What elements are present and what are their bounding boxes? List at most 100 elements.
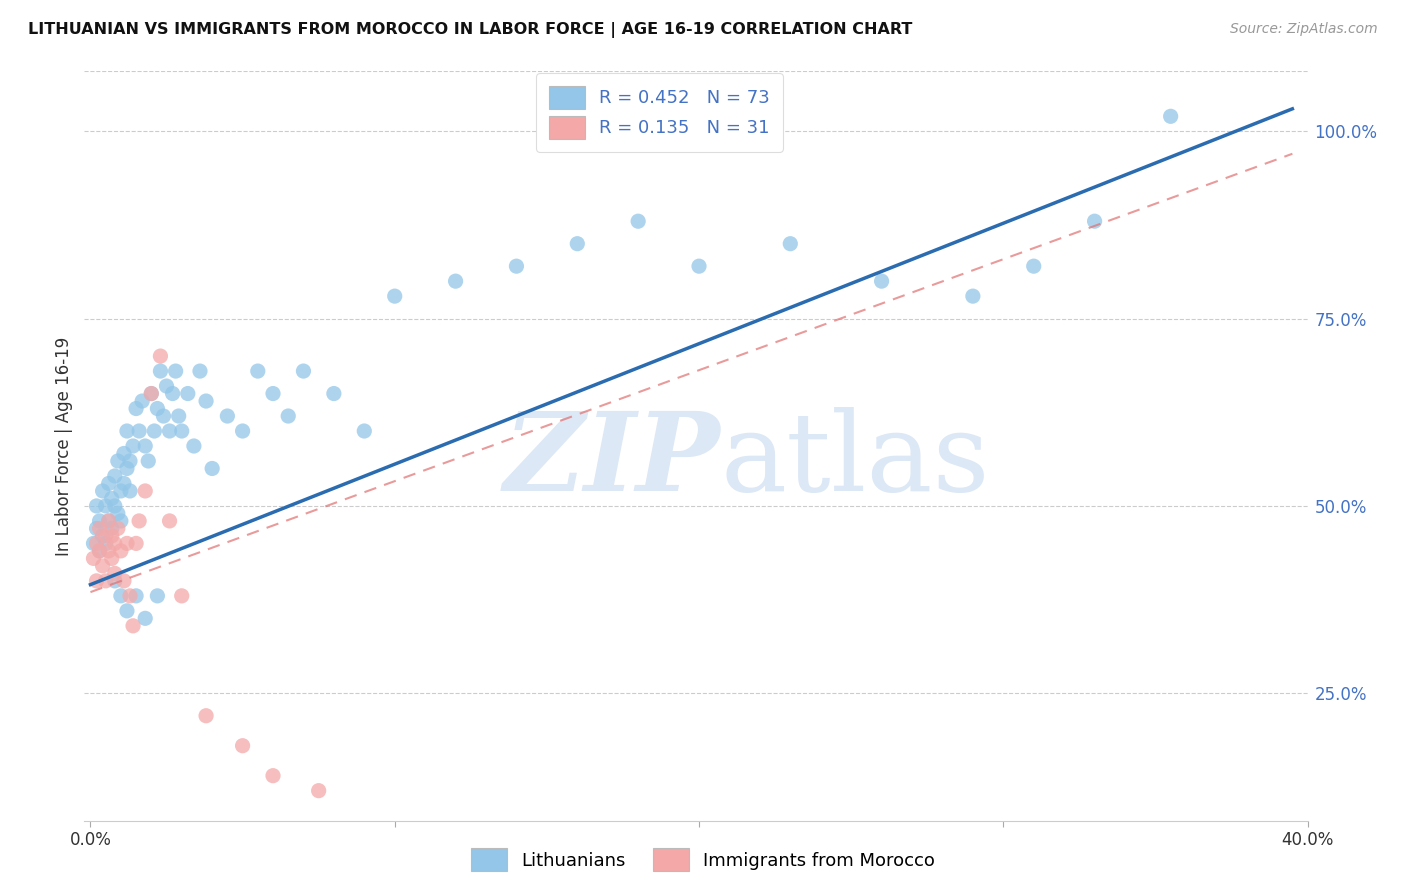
- Point: [688, 259, 710, 273]
- Point: [1022, 259, 1045, 273]
- Point: [353, 424, 375, 438]
- Point: [131, 394, 153, 409]
- Point: [112, 476, 135, 491]
- Point: [627, 214, 650, 228]
- Text: LITHUANIAN VS IMMIGRANTS FROM MOROCCO IN LABOR FORCE | AGE 16-19 CORRELATION CHA: LITHUANIAN VS IMMIGRANTS FROM MOROCCO IN…: [28, 22, 912, 38]
- Point: [97, 514, 120, 528]
- Point: [100, 529, 122, 543]
- Point: [195, 708, 218, 723]
- Point: [122, 439, 145, 453]
- Point: [384, 289, 406, 303]
- Text: Source: ZipAtlas.com: Source: ZipAtlas.com: [1230, 22, 1378, 37]
- Point: [152, 409, 174, 423]
- Point: [89, 544, 111, 558]
- Point: [107, 521, 129, 535]
- Point: [115, 536, 138, 550]
- Point: [100, 551, 122, 566]
- Point: [104, 469, 127, 483]
- Point: [155, 379, 177, 393]
- Point: [505, 259, 527, 273]
- Point: [170, 424, 193, 438]
- Point: [125, 589, 148, 603]
- Point: [962, 289, 984, 303]
- Point: [112, 574, 135, 588]
- Point: [104, 536, 127, 550]
- Point: [89, 514, 111, 528]
- Point: [177, 386, 200, 401]
- Point: [149, 364, 172, 378]
- Point: [146, 401, 169, 416]
- Point: [94, 536, 117, 550]
- Point: [322, 386, 344, 401]
- Point: [104, 499, 127, 513]
- Point: [201, 461, 224, 475]
- Point: [1160, 109, 1182, 123]
- Point: [118, 483, 141, 498]
- Point: [122, 619, 145, 633]
- Point: [91, 558, 114, 573]
- Point: [94, 529, 117, 543]
- Point: [136, 454, 159, 468]
- Point: [277, 409, 299, 423]
- Point: [94, 574, 117, 588]
- Point: [97, 544, 120, 558]
- Point: [292, 364, 315, 378]
- Point: [100, 521, 122, 535]
- Point: [86, 536, 108, 550]
- Point: [162, 386, 184, 401]
- Point: [104, 574, 127, 588]
- Point: [97, 514, 120, 528]
- Point: [567, 236, 589, 251]
- Point: [125, 401, 148, 416]
- Point: [128, 424, 150, 438]
- Point: [86, 574, 108, 588]
- Point: [134, 483, 156, 498]
- Point: [159, 424, 181, 438]
- Point: [188, 364, 211, 378]
- Point: [779, 236, 801, 251]
- Point: [91, 529, 114, 543]
- Point: [115, 424, 138, 438]
- Point: [89, 544, 111, 558]
- Point: [112, 446, 135, 460]
- Legend: R = 0.452   N = 73, R = 0.135   N = 31: R = 0.452 N = 73, R = 0.135 N = 31: [536, 73, 783, 152]
- Point: [159, 514, 181, 528]
- Point: [444, 274, 467, 288]
- Point: [82, 551, 104, 566]
- Point: [167, 409, 190, 423]
- Point: [118, 589, 141, 603]
- Point: [110, 589, 132, 603]
- Point: [115, 461, 138, 475]
- Point: [134, 611, 156, 625]
- Point: [86, 521, 108, 535]
- Point: [149, 349, 172, 363]
- Point: [217, 409, 239, 423]
- Legend: Lithuanians, Immigrants from Morocco: Lithuanians, Immigrants from Morocco: [464, 841, 942, 879]
- Point: [165, 364, 187, 378]
- Point: [104, 566, 127, 581]
- Text: ZIP: ZIP: [503, 408, 720, 515]
- Point: [89, 521, 111, 535]
- Point: [134, 439, 156, 453]
- Point: [170, 589, 193, 603]
- Point: [107, 454, 129, 468]
- Point: [1084, 214, 1107, 228]
- Point: [94, 499, 117, 513]
- Point: [107, 507, 129, 521]
- Text: atlas: atlas: [720, 408, 990, 515]
- Point: [195, 394, 218, 409]
- Point: [91, 483, 114, 498]
- Point: [97, 476, 120, 491]
- Point: [110, 483, 132, 498]
- Point: [115, 604, 138, 618]
- Point: [146, 589, 169, 603]
- Point: [232, 739, 254, 753]
- Point: [262, 769, 284, 783]
- Point: [128, 514, 150, 528]
- Point: [125, 536, 148, 550]
- Point: [82, 536, 104, 550]
- Y-axis label: In Labor Force | Age 16-19: In Labor Force | Age 16-19: [55, 336, 73, 556]
- Point: [118, 454, 141, 468]
- Point: [143, 424, 166, 438]
- Point: [110, 514, 132, 528]
